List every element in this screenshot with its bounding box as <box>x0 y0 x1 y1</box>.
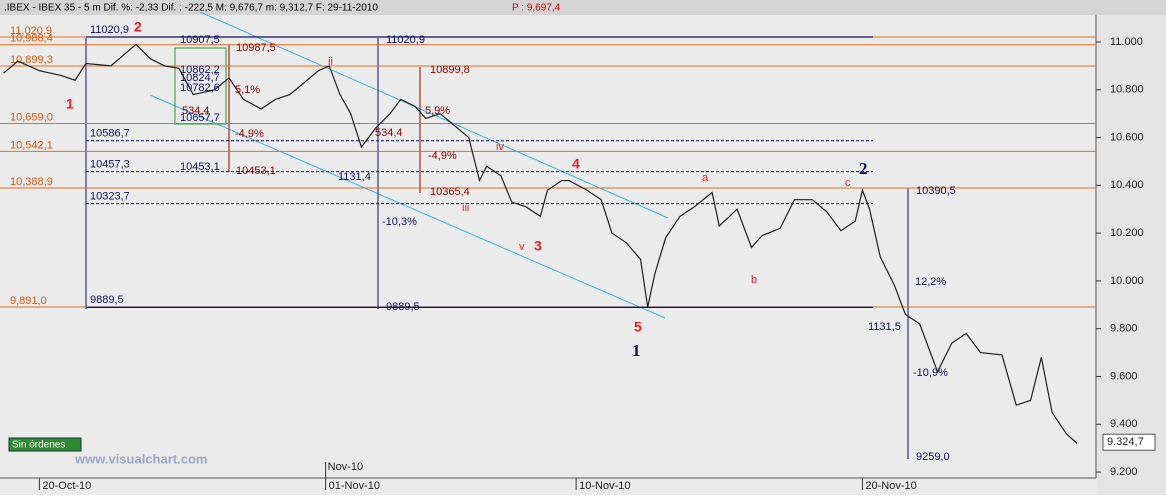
y-tick-label: 11.000 <box>1110 36 1143 48</box>
level-label: 10,899,3 <box>10 54 53 66</box>
level-label: 10,542,1 <box>10 139 53 151</box>
annotation: 9259,0 <box>916 451 950 463</box>
y-tick-label: 10.000 <box>1110 275 1144 287</box>
y-tick-label: 10.800 <box>1110 84 1144 96</box>
annotation: 11020,9 <box>386 34 425 46</box>
channel-line <box>199 11 669 219</box>
annotation: 1 <box>632 341 641 360</box>
range-label: 9889,5 <box>90 294 124 306</box>
annotation: 4 <box>572 156 580 172</box>
dashed-level-label: 10323,7 <box>90 190 130 202</box>
status: Sin órdenes <box>12 440 65 451</box>
header-bar <box>0 0 1166 15</box>
annotation: 3 <box>534 238 542 254</box>
annotation: 5,1% <box>235 84 260 96</box>
annotation: 534,4 <box>375 127 403 139</box>
header: .IBEX - IBEX 35 - 5 m Dif. %: -2,33 Dif.… <box>4 3 378 14</box>
annotation: 10782,6 <box>180 82 220 94</box>
y-tick-label: 10.600 <box>1110 131 1144 143</box>
level-label: 11,020,9 <box>10 25 52 37</box>
y-tick-label: 9.800 <box>1110 323 1138 335</box>
annotation: -10,9% <box>913 367 948 379</box>
annotation: -4,9% <box>428 150 457 162</box>
y-tick-label: 10.200 <box>1110 227 1144 239</box>
annotation: 2 <box>134 19 142 35</box>
level-label: 9,891,0 <box>10 295 47 307</box>
annotation: 2 <box>859 159 868 178</box>
annotation: 10453,1 <box>180 161 220 173</box>
last-price-box <box>1102 433 1156 451</box>
level-label: 10,388,9 <box>10 176 53 188</box>
annotation: v <box>519 241 525 253</box>
annotation: 1 <box>66 96 74 112</box>
fib-box <box>174 47 227 125</box>
annotation: ii <box>328 56 333 68</box>
annotation: 534,4 <box>182 105 210 117</box>
y-tick-label: 10.400 <box>1110 179 1144 191</box>
annotation: b <box>751 274 757 286</box>
price-line <box>3 43 1078 444</box>
header-price: P : 9,697,4 <box>512 3 561 14</box>
x-tick-label: 20-Oct-10 <box>42 480 91 492</box>
annotation: iv <box>496 141 504 153</box>
annotation: -10,3% <box>382 216 417 228</box>
axis-panel <box>1097 15 1166 495</box>
annotation: 10657,7 <box>180 112 220 124</box>
x-tick-label: 01-Nov-10 <box>329 480 380 492</box>
annotation: 10899,8 <box>430 64 470 76</box>
y-tick-label: 9.200 <box>1110 466 1138 478</box>
level-label: 10,659,0 <box>10 111 53 123</box>
annotation: 10824,7 <box>180 72 220 84</box>
x-tick-label: 10-Nov-10 <box>579 480 630 492</box>
website: www.visualchart.com <box>74 451 207 466</box>
month-label: Nov-10 <box>328 461 363 473</box>
annotation: 9889,5 <box>386 301 420 313</box>
annotation: c <box>845 177 851 189</box>
y-tick-label: 9.600 <box>1110 370 1138 382</box>
annotation: a <box>702 172 709 184</box>
x-tick-label: 20-Nov-10 <box>865 480 916 492</box>
annotation: 1131,4 <box>338 171 371 183</box>
annotation: 10390,5 <box>916 185 956 197</box>
last-price-label: 9.324,7 <box>1107 436 1144 448</box>
channel-line <box>149 94 666 319</box>
y-tick-label: 9.400 <box>1110 418 1138 430</box>
annotation: 10907,5 <box>180 34 220 46</box>
level-label: 10,988,4 <box>10 33 53 45</box>
range-label: 11020,9 <box>90 24 129 36</box>
dashed-level-label: 10457,3 <box>90 159 130 171</box>
annotation: 10987,5 <box>236 42 276 54</box>
annotation: 10365,4 <box>430 186 470 198</box>
annotation: 10453,1 <box>236 165 276 177</box>
annotation: 1131,5 <box>868 321 901 333</box>
annotation: 5,9% <box>425 105 450 117</box>
annotation: 12,2% <box>915 276 946 288</box>
annotation: 10862,2 <box>180 64 220 76</box>
annotation: -4,9% <box>235 128 264 140</box>
annotation: iii <box>462 202 469 214</box>
status-box <box>8 437 82 452</box>
annotation: 5 <box>634 319 642 335</box>
dashed-level-label: 10586,7 <box>90 128 130 140</box>
